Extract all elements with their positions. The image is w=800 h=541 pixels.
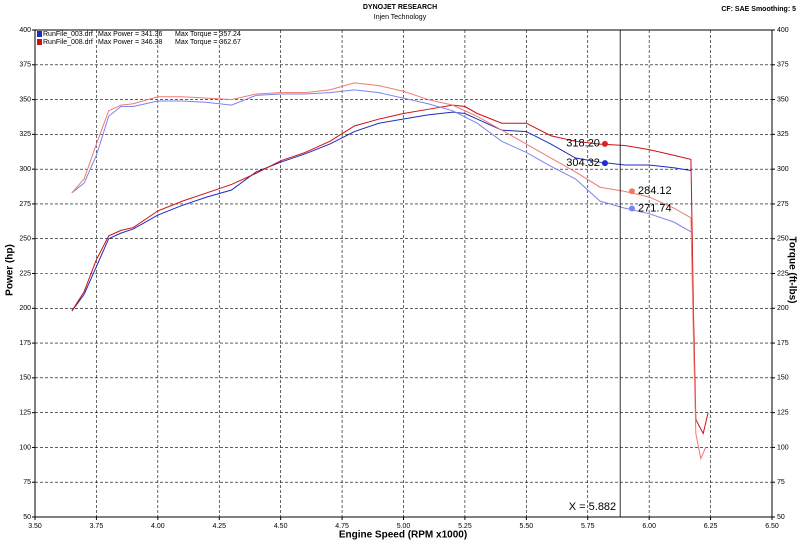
- y2-tick-label: 275: [777, 201, 789, 208]
- y-tick-label: 275: [19, 201, 31, 208]
- x-tick-label: 4.00: [151, 523, 165, 530]
- marker-dot: [628, 188, 635, 195]
- legend-swatch: [37, 39, 42, 45]
- y-tick-label: 175: [19, 340, 31, 347]
- chart-title: DYNOJET RESEARCH: [363, 4, 437, 11]
- y-tick-label: 50: [23, 514, 31, 521]
- y-tick-label: 125: [19, 409, 31, 416]
- y2-tick-label: 200: [777, 305, 789, 312]
- y-axis-label: Power (hp): [5, 244, 16, 296]
- x-tick-label: 6.50: [765, 523, 779, 530]
- marker-label: 271.74: [638, 202, 672, 214]
- x-tick-label: 3.50: [28, 523, 42, 530]
- settings-text: CF: SAE Smoothing: 5: [721, 6, 796, 13]
- marker-dot: [601, 160, 608, 167]
- y-tick-label: 325: [19, 131, 31, 138]
- y-tick-label: 150: [19, 375, 31, 382]
- series-line: [71, 89, 692, 233]
- y-tick-label: 350: [19, 96, 31, 103]
- series-line: [71, 82, 707, 461]
- x-tick-label: 4.25: [212, 523, 226, 530]
- y2-tick-label: 50: [777, 514, 785, 521]
- y2-tick-label: 150: [777, 375, 789, 382]
- y-tick-label: 250: [19, 236, 31, 243]
- x-tick-label: 4.50: [274, 523, 288, 530]
- legend-power: Max Power = 346.38: [98, 39, 163, 46]
- x-tick-label: 6.00: [642, 523, 656, 530]
- y-tick-label: 300: [19, 166, 31, 173]
- y-tick-label: 225: [19, 270, 31, 277]
- y2-tick-label: 325: [777, 131, 789, 138]
- legend-power: Max Power = 341.36: [98, 31, 163, 38]
- marker-label: 318.20: [566, 138, 600, 150]
- legend-name: RunFile_003.drf: [43, 31, 93, 38]
- y2-tick-label: 300: [777, 166, 789, 173]
- y2-axis-label: Torque (ft-lbs): [786, 236, 797, 303]
- y2-tick-label: 75: [777, 479, 785, 486]
- x-tick-label: 5.00: [397, 523, 411, 530]
- x-tick-label: 5.75: [581, 523, 595, 530]
- y2-tick-label: 400: [777, 27, 789, 34]
- x-tick-label: 3.75: [90, 523, 104, 530]
- x-tick-label: 5.50: [520, 523, 534, 530]
- x-tick-label: 5.25: [458, 523, 472, 530]
- legend-torque: Max Torque = 357.24: [175, 31, 241, 38]
- marker-dot: [601, 140, 608, 147]
- y-tick-label: 375: [19, 62, 31, 69]
- series-line: [71, 104, 709, 435]
- y2-tick-label: 225: [777, 270, 789, 277]
- y-tick-label: 400: [19, 27, 31, 34]
- x-tick-label: 4.75: [335, 523, 349, 530]
- x-axis-label: Engine Speed (RPM x1000): [339, 530, 467, 541]
- legend-name: RunFile_008.drf: [43, 39, 93, 46]
- marker-label: 284.12: [638, 185, 672, 197]
- chart-subtitle: Injen Technology: [374, 14, 427, 21]
- y2-tick-label: 350: [777, 96, 789, 103]
- y-tick-label: 75: [23, 479, 31, 486]
- y-tick-label: 200: [19, 305, 31, 312]
- legend-torque: Max Torque = 362.67: [175, 39, 241, 46]
- y2-tick-label: 100: [777, 444, 789, 451]
- x-tick-label: 6.25: [704, 523, 718, 530]
- series-line: [71, 111, 692, 312]
- y2-tick-label: 250: [777, 236, 789, 243]
- y2-tick-label: 375: [777, 62, 789, 69]
- y-tick-label: 100: [19, 444, 31, 451]
- cursor-label: X = 5.882: [569, 501, 616, 513]
- marker-label: 304.32: [566, 157, 600, 169]
- y2-tick-label: 125: [777, 409, 789, 416]
- y2-tick-label: 175: [777, 340, 789, 347]
- legend-swatch: [37, 31, 42, 37]
- marker-dot: [628, 205, 635, 212]
